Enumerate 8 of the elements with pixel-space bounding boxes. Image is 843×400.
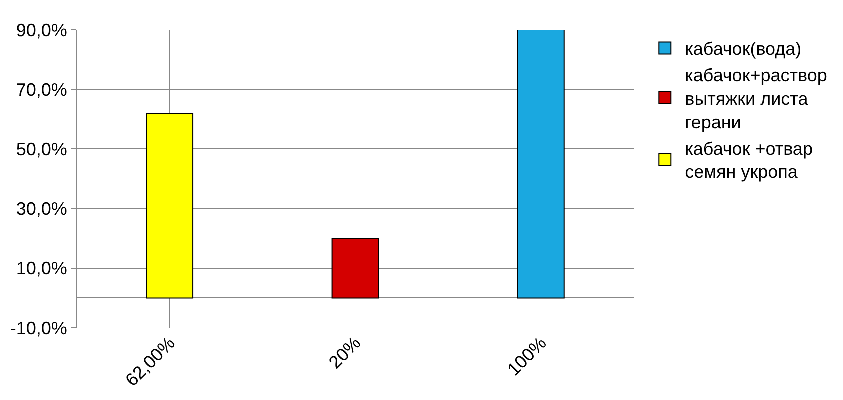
y-tick-label: 50,0% (16, 140, 68, 160)
legend-label: кабачок(вода) (685, 39, 802, 60)
y-tick-label: 30,0% (16, 199, 68, 220)
y-tick-label: -10,0% (10, 318, 68, 338)
y-tick-label: 10,0% (16, 258, 68, 279)
legend-label: кабачок +отвар семян укропа (685, 138, 813, 182)
y-tick-label: 90,0% (16, 20, 68, 40)
y-tick-label: 70,0% (16, 80, 68, 100)
